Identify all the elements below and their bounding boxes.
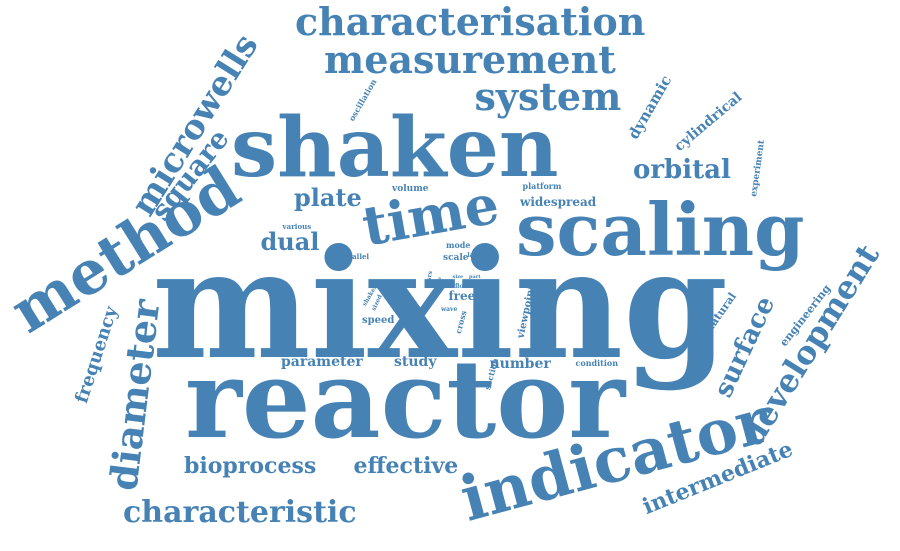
word-measurement: measurement (324, 37, 616, 82)
word-bioprocess: bioprocess (184, 453, 317, 479)
word-size: size (452, 273, 464, 280)
word-characterisation: characterisation (295, 0, 646, 44)
word-system: system (474, 74, 622, 119)
word-mode: mode (446, 240, 471, 250)
word-various: various (282, 221, 312, 231)
word-number: number (489, 356, 551, 372)
word-reactor: reactor (185, 337, 626, 463)
word-parameter: parameter (281, 354, 363, 370)
word-scale: scale (443, 252, 469, 263)
word-plate: plate (294, 183, 362, 212)
word-co: co (436, 276, 444, 284)
word-study: study (394, 354, 437, 370)
word-platform: platform (522, 181, 562, 191)
word-effective: effective (353, 453, 459, 479)
word-shaken: shaken (231, 100, 559, 196)
word-dynamic: dynamic (623, 71, 675, 142)
word-volume: volume (392, 183, 429, 194)
word-condition: condition (575, 358, 619, 368)
word-characteristic: characteristic (123, 495, 357, 530)
word-orbital: orbital (633, 155, 731, 185)
word-dual: dual (260, 227, 320, 256)
word-widespread: widespread (520, 195, 597, 209)
word-scaling: scaling (516, 187, 805, 272)
word-speed: speed (362, 315, 395, 326)
word-flow: flow (455, 283, 469, 290)
word-free: free (448, 289, 476, 303)
word-cylindrical: cylindrical (671, 89, 745, 155)
word-part: part (469, 273, 481, 280)
word-wave: wave (441, 306, 458, 313)
word-mixing: mixing (152, 217, 729, 393)
word-parallel: parallel (339, 251, 370, 261)
word-larger: larger (467, 252, 489, 259)
